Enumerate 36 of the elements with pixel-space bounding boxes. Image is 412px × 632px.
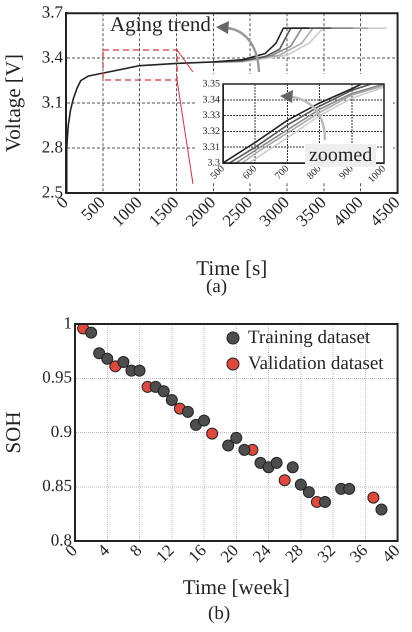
x-tick-label: 32 xyxy=(314,540,340,566)
annotation: Aging trend xyxy=(110,12,211,37)
y-tick-label: 1 xyxy=(64,313,72,332)
y-axis-title: Voltage [V] xyxy=(1,54,26,152)
y-axis-title: SOH xyxy=(1,411,26,454)
y-tick-label: 2.8 xyxy=(42,138,63,157)
x-tick-label: 16 xyxy=(184,540,210,566)
x-tick-label: 36 xyxy=(346,540,372,566)
y-tick-label: 3.32 xyxy=(202,126,220,138)
y-tick-label: 3.1 xyxy=(42,92,63,112)
legend-label: Validation dataset xyxy=(248,352,384,374)
y-tick-label: 3.34 xyxy=(202,94,220,106)
x-tick-label: 20 xyxy=(216,540,242,566)
x-tick-label: 40 xyxy=(378,540,404,566)
x-tick-label: 12 xyxy=(152,540,178,566)
y-tick-label: 3.7 xyxy=(42,2,64,22)
x-tick-label: 24 xyxy=(249,540,275,566)
x-tick-label: 600 xyxy=(240,163,260,182)
x-tick-label: 28 xyxy=(281,540,307,566)
x-axis-title: Time [week] xyxy=(182,574,290,599)
y-tick-label: 3.4 xyxy=(42,48,64,67)
y-tick-label: 3.35 xyxy=(202,78,220,90)
annotation: zoomed xyxy=(305,144,376,167)
y-tick-label: 0.9 xyxy=(50,422,72,441)
x-tick-label: 8 xyxy=(126,540,146,560)
legend-label: Training dataset xyxy=(248,326,371,348)
y-tick-label: 3.33 xyxy=(202,110,220,122)
x-tick-label: 500 xyxy=(77,192,109,224)
x-tick-label: 4 xyxy=(94,540,114,560)
x-tick-label: 700 xyxy=(272,163,292,182)
y-tick-label: 3.31 xyxy=(202,142,220,153)
x-tick-label: 4000 xyxy=(329,192,367,230)
y-tick-label: 0.95 xyxy=(42,368,72,387)
x-tick-label: 4500 xyxy=(366,192,404,230)
text: (b) xyxy=(208,603,230,625)
y-tick-label: 0.85 xyxy=(42,476,72,496)
